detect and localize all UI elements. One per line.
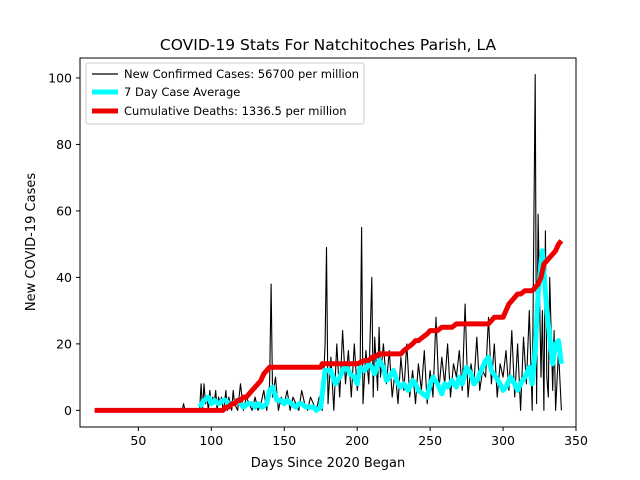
x-tick-label: 250 bbox=[418, 433, 442, 448]
legend-label-avg: 7 Day Case Average bbox=[124, 85, 240, 99]
x-axis-label: Days Since 2020 Began bbox=[251, 456, 406, 471]
y-tick-label: 60 bbox=[56, 203, 72, 218]
y-tick-label: 100 bbox=[48, 70, 72, 85]
cumulative-deaths-line bbox=[94, 239, 564, 413]
case-average-line bbox=[197, 248, 564, 413]
x-tick-label: 300 bbox=[491, 433, 515, 448]
x-tick-label: 350 bbox=[564, 433, 588, 448]
y-tick-label: 0 bbox=[64, 403, 72, 418]
legend-box bbox=[85, 62, 365, 125]
y-axis: 0 20 40 60 80 100 bbox=[48, 70, 80, 418]
series-layer bbox=[94, 74, 564, 413]
x-tick-label: 200 bbox=[345, 433, 369, 448]
y-tick-label: 40 bbox=[56, 270, 72, 285]
x-tick-label: 150 bbox=[272, 433, 296, 448]
x-tick-label: 100 bbox=[199, 433, 223, 448]
x-axis: 50 100 150 200 250 300 350 bbox=[130, 427, 588, 448]
x-tick-label: 50 bbox=[130, 433, 146, 448]
y-tick-label: 80 bbox=[56, 137, 72, 152]
legend: New Confirmed Cases: 56700 per million 7… bbox=[85, 62, 365, 125]
y-tick-label: 20 bbox=[56, 336, 72, 351]
chart-title: COVID-19 Stats For Natchitoches Parish, … bbox=[160, 36, 497, 54]
legend-label-new-cases: New Confirmed Cases: 56700 per million bbox=[124, 67, 359, 81]
y-axis-label: New COVID-19 Cases bbox=[24, 173, 39, 311]
legend-label-deaths: Cumulative Deaths: 1336.5 per million bbox=[124, 104, 347, 118]
plot-frame bbox=[79, 57, 577, 428]
